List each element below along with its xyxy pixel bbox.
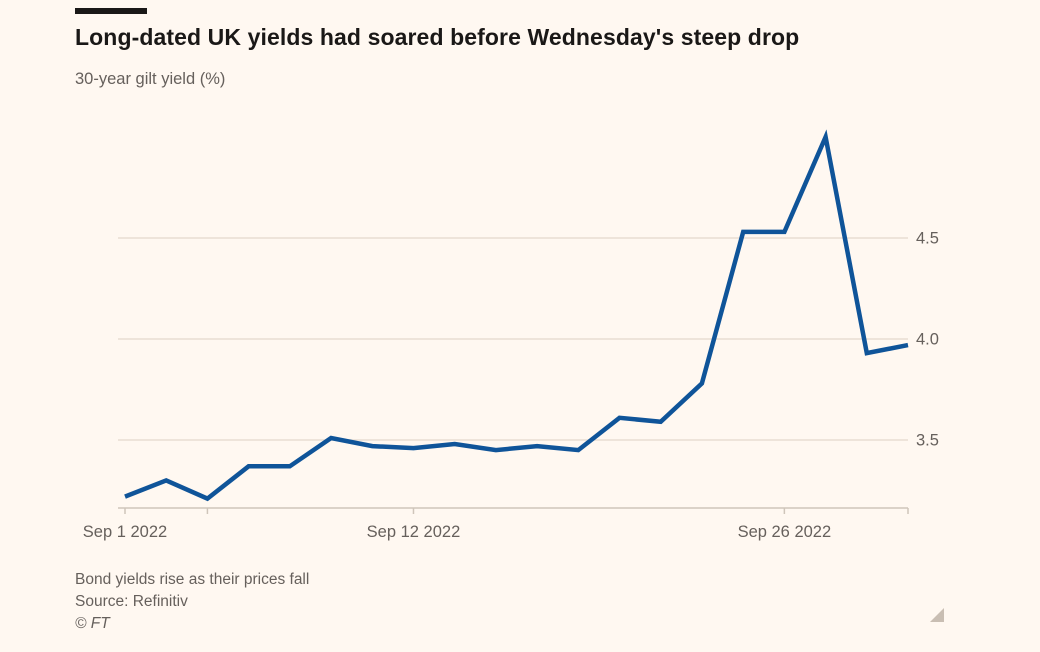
x-axis-label: Sep 12 2022 (367, 523, 461, 541)
chart-footnote: Bond yields rise as their prices fall (75, 571, 310, 588)
chart-subtitle: 30-year gilt yield (%) (75, 70, 226, 88)
x-axis-label: Sep 1 2022 (83, 523, 167, 541)
y-axis-label: 3.5 (916, 432, 939, 450)
title-rule (75, 8, 147, 14)
y-axis-label: 4.0 (916, 331, 939, 349)
x-axis-label: Sep 26 2022 (738, 523, 832, 541)
y-axis-label: 4.5 (916, 230, 939, 248)
chart-title: Long-dated UK yields had soared before W… (75, 24, 800, 50)
yield-line (124, 129, 909, 502)
chart-source: Source: Refinitiv (75, 593, 188, 610)
resize-handle-icon (930, 608, 944, 622)
ft-copyright: © FT (75, 615, 110, 632)
